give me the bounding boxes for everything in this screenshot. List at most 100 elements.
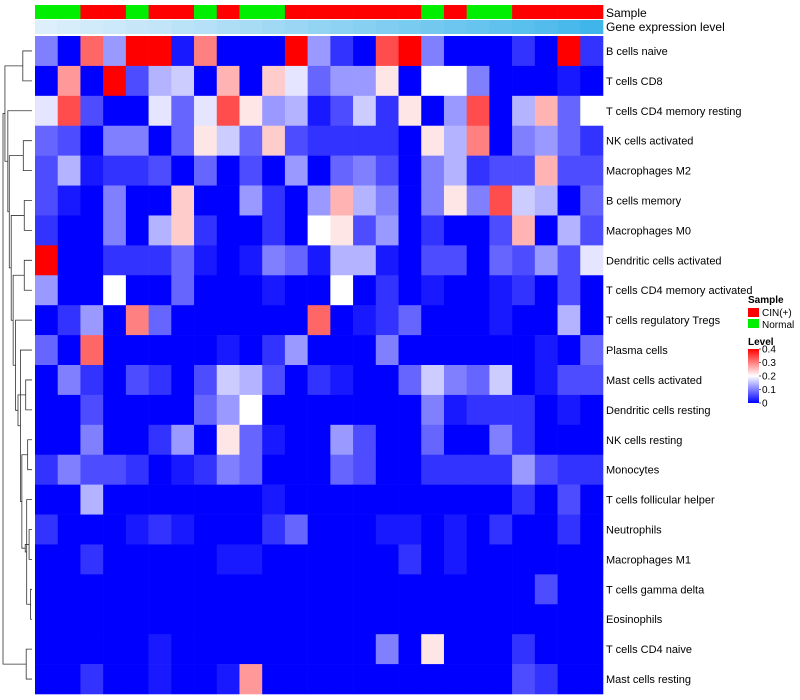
heatmap-cell <box>171 95 195 127</box>
heatmap-cell <box>307 454 331 485</box>
heatmap-cell <box>375 574 399 605</box>
level-legend-title: Level <box>748 337 774 348</box>
heatmap-cell <box>103 604 127 635</box>
row-label: T cells gamma delta <box>606 584 705 596</box>
heatmap-cell <box>375 604 399 635</box>
heatmap-cell <box>443 305 467 336</box>
heatmap-cell <box>284 335 308 366</box>
heatmap-cell <box>557 365 581 396</box>
heatmap-cell <box>148 215 172 246</box>
heatmap-cell <box>194 36 218 67</box>
heatmap-cell <box>534 664 558 695</box>
dendrogram-branch <box>22 140 32 171</box>
heatmap-cell <box>489 215 513 246</box>
expression-annotation-label: Gene expression level <box>606 20 725 34</box>
heatmap-cell <box>125 574 149 605</box>
heatmap-cell <box>398 305 422 336</box>
heatmap-cell <box>239 36 263 67</box>
heatmap-cell <box>239 245 263 276</box>
heatmap-cell <box>262 36 286 67</box>
heatmap-cell <box>80 365 104 396</box>
heatmap-cell <box>216 335 240 366</box>
heatmap-cell <box>216 574 240 605</box>
heatmap-cell <box>80 544 104 575</box>
heatmap-cell <box>421 664 445 695</box>
heatmap-cell <box>466 365 490 396</box>
heatmap-cell <box>489 305 513 336</box>
heatmap-cell <box>262 454 286 485</box>
heatmap-cell <box>284 245 308 276</box>
heatmap-cell <box>330 574 354 605</box>
heatmap-cell <box>557 484 581 515</box>
heatmap-cell <box>103 634 127 665</box>
heatmap-cell <box>239 365 263 396</box>
heatmap-cell <box>307 514 331 545</box>
expression-cell <box>35 20 59 34</box>
heatmap-cell <box>466 95 490 127</box>
expression-cell <box>557 20 581 34</box>
heatmap-cell <box>534 95 558 127</box>
heatmap-cell <box>443 604 467 635</box>
heatmap-cell <box>262 514 286 545</box>
heatmap-cell <box>307 634 331 665</box>
heatmap-cell <box>353 484 377 515</box>
heatmap-cell <box>262 604 286 635</box>
dendrogram-branch <box>23 259 32 291</box>
heatmap-cell <box>466 424 490 456</box>
heatmap-cell <box>443 424 467 456</box>
sample-cell <box>239 5 263 19</box>
heatmap-cell <box>557 125 581 156</box>
heatmap-cell <box>35 335 59 366</box>
heatmap-cell <box>284 305 308 336</box>
heatmap-cell <box>103 215 127 246</box>
heatmap-cell <box>466 664 490 695</box>
heatmap-cell <box>398 424 422 456</box>
heatmap-cell <box>512 365 536 396</box>
heatmap-cell <box>307 335 331 366</box>
heatmap-cell <box>194 95 218 127</box>
heatmap-cell <box>171 65 195 97</box>
heatmap-cell <box>57 424 81 456</box>
heatmap-cell <box>262 245 286 276</box>
heatmap-cell <box>398 185 422 216</box>
row-label: Neutrophils <box>606 525 662 537</box>
heatmap-cell <box>194 574 218 605</box>
heatmap-cell <box>262 394 286 426</box>
heatmap-cell <box>534 574 558 605</box>
heatmap-cell <box>239 574 263 605</box>
heatmap-cell <box>375 365 399 396</box>
heatmap-cell <box>580 335 604 366</box>
heatmap-cell <box>489 604 513 635</box>
heatmap-cell <box>35 634 59 665</box>
heatmap-cell <box>239 95 263 127</box>
heatmap-cell <box>375 664 399 695</box>
heatmap-cell <box>421 604 445 635</box>
heatmap-cell <box>398 335 422 366</box>
heatmap-cell <box>375 544 399 575</box>
heatmap-cell <box>307 36 331 67</box>
heatmap-cell <box>148 634 172 665</box>
expression-annotation-bar <box>35 20 604 34</box>
level-tick-label: 0.2 <box>762 372 776 383</box>
heatmap-cell <box>443 185 467 216</box>
heatmap-cell <box>35 155 59 186</box>
heatmap-cell <box>557 664 581 695</box>
heatmap-cell <box>580 484 604 515</box>
heatmap-cell <box>398 65 422 97</box>
row-label: Mast cells resting <box>606 674 691 686</box>
heatmap-cell <box>443 95 467 127</box>
heatmap-cell <box>443 215 467 246</box>
heatmap-cell <box>421 454 445 485</box>
heatmap-cell <box>57 335 81 366</box>
heatmap-cell <box>194 424 218 456</box>
heatmap-cell <box>330 424 354 456</box>
heatmap-cell <box>171 125 195 156</box>
heatmap-cell <box>580 634 604 665</box>
heatmap-cell <box>534 245 558 276</box>
heatmap-cell <box>284 125 308 156</box>
heatmap-cell <box>284 215 308 246</box>
heatmap-cell <box>353 215 377 246</box>
row-label: T cells follicular helper <box>606 495 715 507</box>
heatmap-cell <box>239 544 263 575</box>
